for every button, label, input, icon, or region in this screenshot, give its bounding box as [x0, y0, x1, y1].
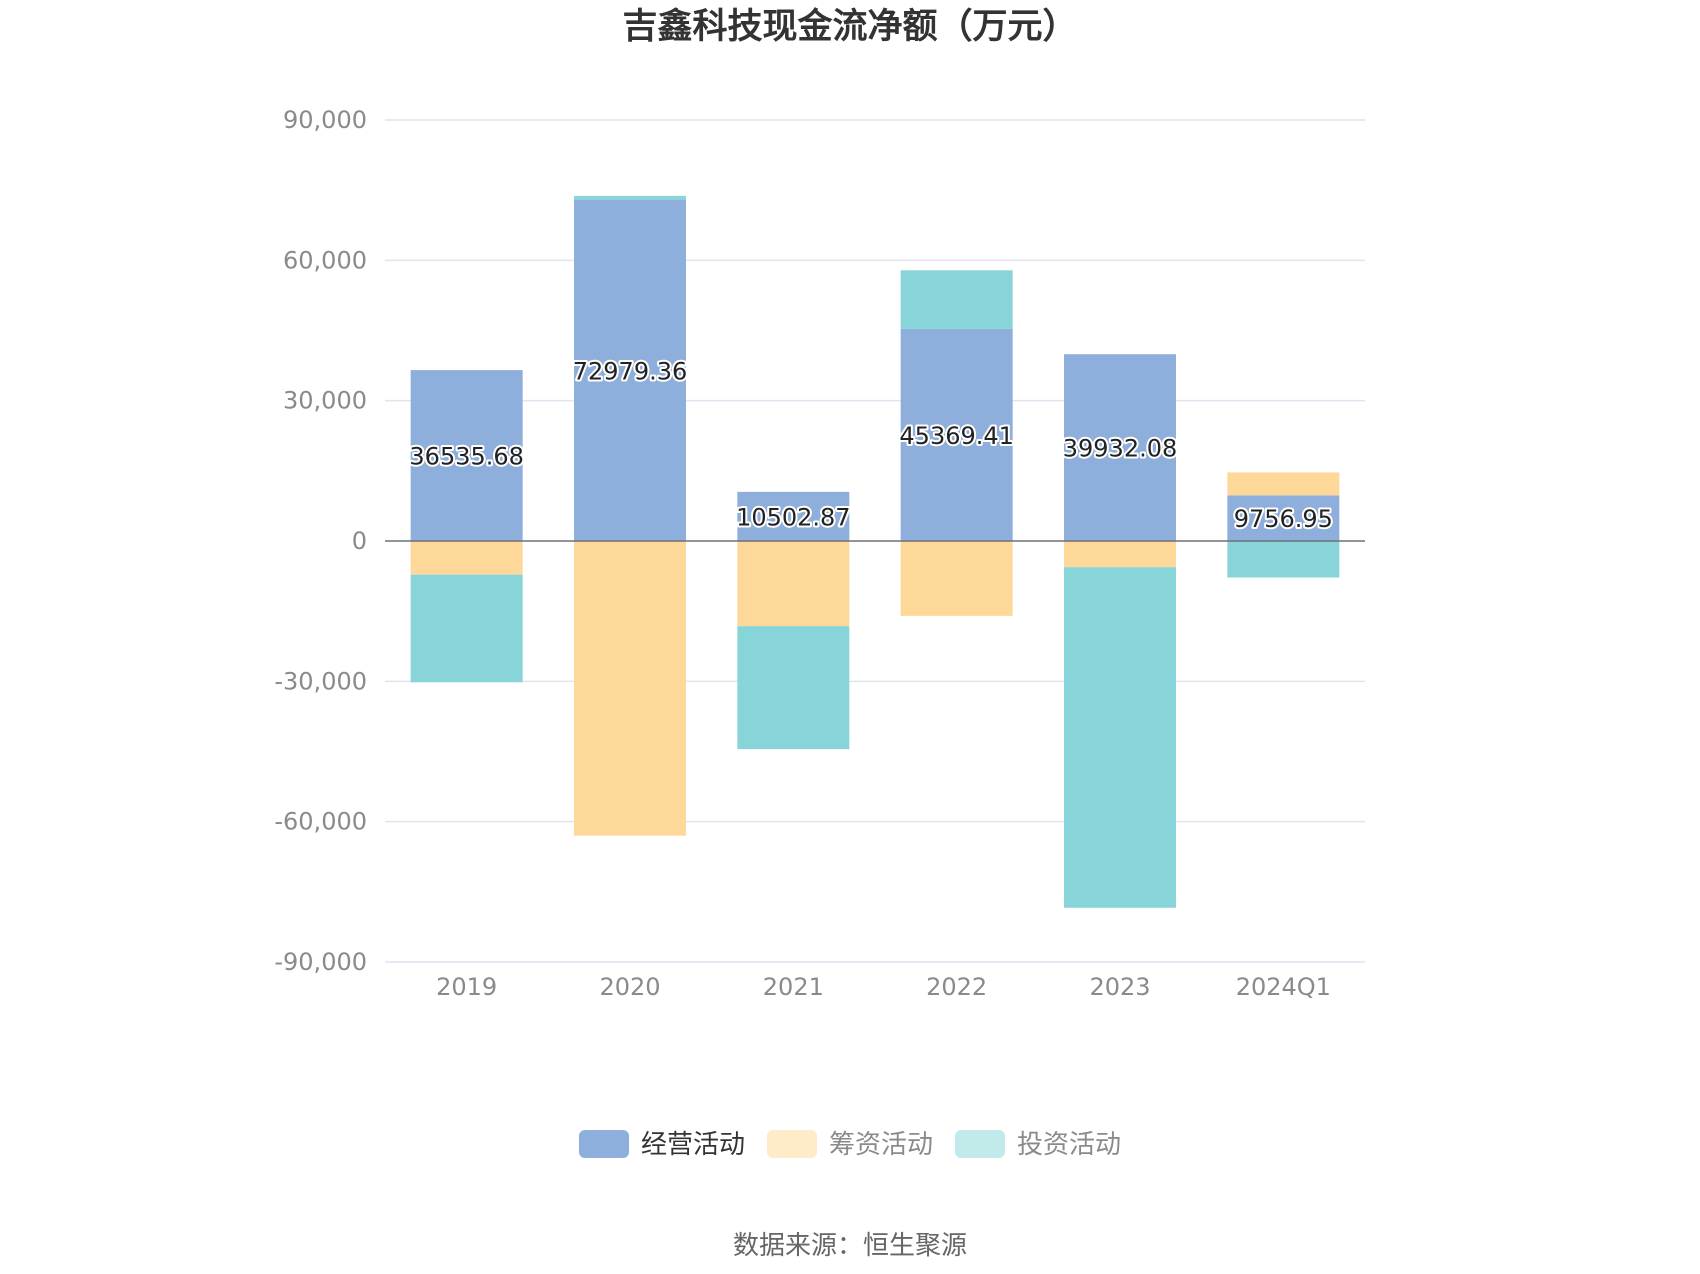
bar-segment-1: [410, 370, 523, 541]
y-tick-label: 90,000: [283, 106, 367, 134]
legend-swatch: [579, 1130, 629, 1158]
legend-item-3[interactable]: 投资活动: [955, 1130, 1121, 1160]
chart-title: 吉鑫科技现金流净额（万元）: [622, 6, 1077, 47]
source-text: 数据来源：恒生聚源: [733, 1231, 967, 1261]
bar-segment-1: [737, 491, 850, 541]
y-tick-label: -90,000: [274, 948, 367, 976]
x-axis-categories: 2019 2020 2021 2022 2023 2024Q1: [436, 973, 1331, 1001]
bar-segment-3: [410, 574, 523, 683]
y-tick-label: -30,000: [274, 667, 367, 695]
legend-label: 投资活动: [1017, 1130, 1121, 1160]
y-tick-label: 30,000: [283, 387, 367, 415]
data-label: 45369.41: [899, 422, 1014, 450]
bar-segment-1: [900, 328, 1013, 541]
bars: [410, 195, 1340, 908]
bar-segment-3: [1227, 541, 1340, 578]
grid-lines: [385, 119, 1365, 963]
x-category-label: 2019: [436, 973, 497, 1001]
data-label: 36535.68: [409, 443, 524, 471]
bar-segment-2: [410, 541, 523, 575]
bar-segment-1: [1064, 354, 1176, 541]
data-label: 9756.95: [1234, 505, 1333, 533]
x-category-label: 2024Q1: [1236, 973, 1331, 1001]
x-category-label: 2020: [599, 973, 660, 1001]
bar-segment-2: [574, 541, 686, 836]
legend-item-2[interactable]: 筹资活动: [767, 1130, 933, 1160]
bar-segment-2: [1227, 472, 1340, 496]
x-category-label: 2022: [926, 973, 987, 1001]
data-labels: 36535.68 72979.36 10502.87 45369.41 39932.08…: [407, 355, 1335, 535]
bar-segment-2: [737, 541, 850, 627]
bar-segment-3: [737, 626, 850, 750]
y-tick-label: -60,000: [274, 808, 367, 836]
bar-segment-2: [1064, 541, 1176, 568]
y-axis-ticks: 90,000 60,000 30,000 0 -30,000 -60,000 -90,000: [274, 106, 367, 976]
legend-label: 经营活动: [641, 1130, 745, 1160]
data-label: 10502.87: [736, 503, 851, 531]
bar-segment-1: [1227, 495, 1340, 541]
bar-segment-3: [900, 270, 1013, 329]
legend-swatch: [767, 1130, 817, 1158]
bar-segment-3: [1064, 567, 1176, 908]
bar-segment-2: [900, 541, 1013, 616]
legend-item-1[interactable]: 经营活动: [579, 1130, 745, 1160]
legend-swatch: [955, 1130, 1005, 1158]
legend-label: 筹资活动: [829, 1130, 933, 1160]
legend: 经营活动 筹资活动 投资活动: [579, 1130, 1121, 1160]
y-tick-label: 60,000: [283, 246, 367, 274]
data-label: 39932.08: [1063, 435, 1178, 463]
bar-segment-1: [574, 199, 686, 541]
data-label: 72979.36: [573, 357, 688, 385]
x-category-label: 2021: [763, 973, 824, 1001]
bar-segment-3: [574, 195, 686, 200]
x-category-label: 2023: [1089, 973, 1150, 1001]
y-tick-label: 0: [352, 527, 367, 555]
